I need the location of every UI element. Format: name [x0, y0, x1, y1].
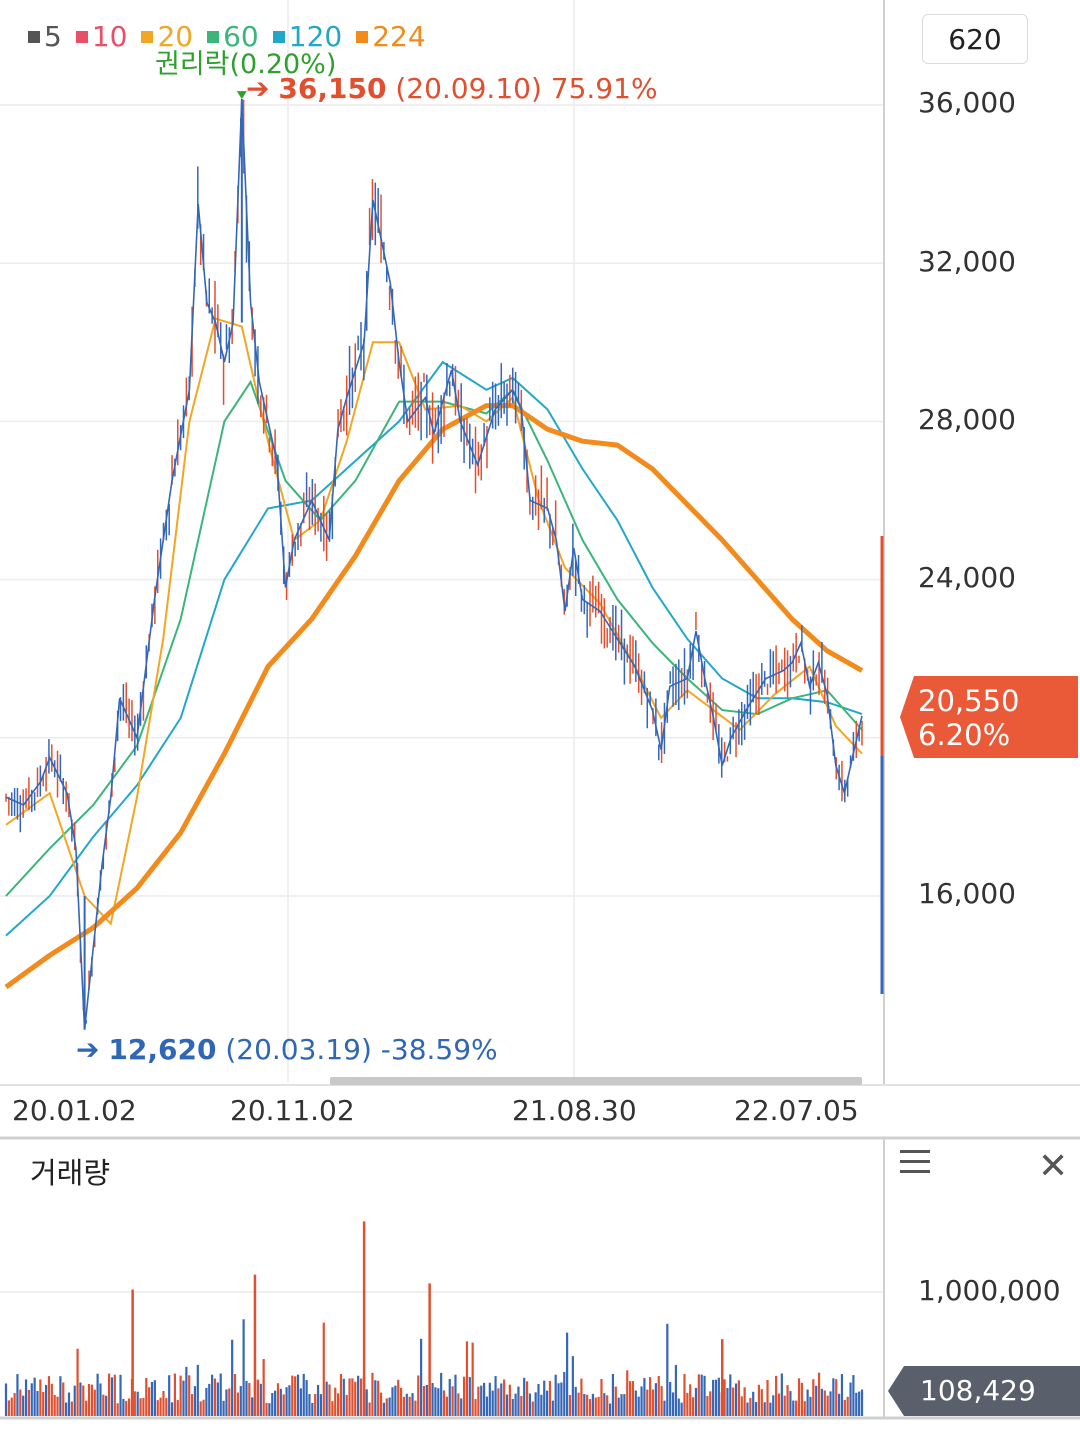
legend-label: 5	[44, 20, 62, 53]
moving-average-lines	[4, 317, 864, 990]
low-detail: (20.03.19) -38.59%	[225, 1033, 498, 1066]
moving-average-legend: 5 10 20 60 120 224	[28, 20, 426, 53]
legend-label: 20	[157, 20, 194, 53]
low-price: 12,620	[108, 1033, 217, 1066]
rights-off-label: 권리락(0.20%)	[155, 49, 337, 80]
rights-marker-icon	[236, 91, 247, 100]
x-tick-label: 20.01.02	[12, 1094, 137, 1127]
current-price: 20,550	[918, 684, 1020, 718]
price-line	[5, 91, 863, 1030]
legend-swatch-icon	[207, 30, 220, 43]
current-volume-tag: 108,429	[888, 1366, 1080, 1416]
low-price-label: ➔ 12,620 (20.03.19) -38.59%	[76, 1033, 498, 1066]
ma20-line	[5, 317, 863, 926]
legend-swatch-icon	[28, 30, 40, 43]
low-arrow-icon: ➔	[76, 1033, 100, 1066]
hamburger-menu-icon[interactable]	[900, 1150, 930, 1176]
high-price: 36,150	[278, 72, 387, 105]
x-tick-label: 22.07.05	[734, 1094, 859, 1127]
x-tick-label: 21.08.30	[512, 1094, 637, 1127]
legend-label: 120	[288, 20, 343, 53]
legend-item[interactable]: 10	[75, 20, 128, 53]
y-tick-label: 36,000	[918, 86, 1016, 119]
legend-swatch-icon	[272, 30, 285, 43]
x-tick-label: 20.11.02	[230, 1094, 355, 1127]
y-tick-label: 16,000	[918, 877, 1016, 910]
volume-tick-label: 1,000,000	[918, 1274, 1061, 1307]
current-change: 6.20%	[918, 718, 1011, 752]
legend-label: 60	[223, 20, 259, 53]
legend-item[interactable]: 5	[28, 20, 62, 53]
legend-item[interactable]: 224	[356, 20, 426, 53]
volume-bars	[4, 1221, 864, 1416]
high-detail: (20.09.10) 75.91%	[395, 72, 658, 105]
scrollbar-handle	[330, 1077, 862, 1085]
close-price-line	[5, 99, 863, 1030]
y-tick-label: 24,000	[918, 561, 1016, 594]
ma120-line	[5, 360, 863, 937]
legend-label: 10	[91, 20, 128, 53]
legend-item[interactable]: 120	[272, 20, 343, 53]
ma224-line	[4, 403, 864, 990]
volume-panel-title: 거래량	[30, 1156, 111, 1190]
legend-swatch-icon	[75, 30, 88, 43]
chart-grid	[0, 0, 884, 1293]
legend-item[interactable]: 60	[207, 20, 259, 53]
price-candles	[5, 99, 863, 1024]
legend-label: 224	[372, 20, 426, 53]
high-arrow-icon: ➔	[246, 72, 270, 105]
high-price-label: ➔ 36,150 (20.09.10) 75.91%	[246, 72, 658, 105]
close-icon[interactable]: ✕	[1038, 1146, 1069, 1187]
legend-swatch-icon	[356, 30, 369, 43]
y-tick-label: 32,000	[918, 245, 1016, 278]
ma60-line	[5, 379, 863, 897]
y-tick-label: 28,000	[918, 403, 1016, 436]
legend-swatch-icon	[141, 30, 154, 43]
current-price-tag: 20,550 6.20%	[900, 676, 1078, 758]
legend-item[interactable]: 20	[141, 20, 193, 53]
period-selector[interactable]: 620	[922, 14, 1028, 64]
